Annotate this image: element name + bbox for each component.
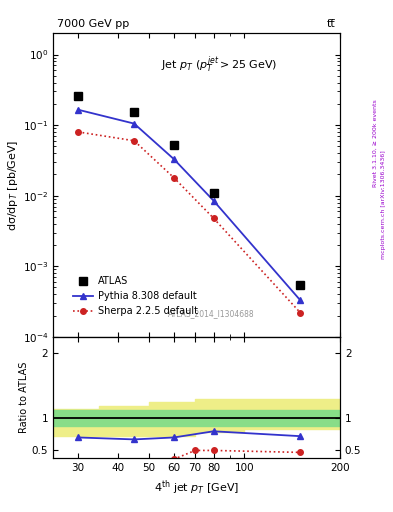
Pythia 8.308 default — [298, 297, 303, 303]
ATLAS — [171, 142, 176, 148]
Sherpa 2.2.5 default — [171, 175, 176, 181]
Pythia 8.308 default — [76, 106, 81, 113]
ATLAS — [76, 93, 81, 99]
Sherpa 2.2.5 default — [298, 310, 303, 316]
Text: tt̅: tt̅ — [327, 19, 336, 29]
Sherpa 2.2.5 default — [76, 129, 81, 135]
ATLAS — [298, 282, 303, 288]
Text: mcplots.cern.ch [arXiv:1306.3436]: mcplots.cern.ch [arXiv:1306.3436] — [381, 151, 386, 259]
Pythia 8.308 default — [211, 198, 216, 204]
Legend: ATLAS, Pythia 8.308 default, Sherpa 2.2.5 default: ATLAS, Pythia 8.308 default, Sherpa 2.2.… — [70, 272, 202, 320]
Sherpa 2.2.5 default — [211, 215, 216, 221]
Pythia 8.308 default — [171, 156, 176, 162]
Text: 7000 GeV pp: 7000 GeV pp — [57, 19, 130, 29]
X-axis label: 4$^{\rm th}$ jet $p_T$ [GeV]: 4$^{\rm th}$ jet $p_T$ [GeV] — [154, 479, 239, 497]
Text: ATLAS_2014_I1304688: ATLAS_2014_I1304688 — [167, 310, 254, 318]
ATLAS — [132, 109, 136, 115]
ATLAS — [211, 189, 216, 196]
Text: Jet $p_T$ ($p_T^{jet}>25$ GeV): Jet $p_T$ ($p_T^{jet}>25$ GeV) — [161, 54, 277, 75]
Y-axis label: Ratio to ATLAS: Ratio to ATLAS — [19, 362, 29, 433]
Sherpa 2.2.5 default — [132, 138, 136, 144]
Line: ATLAS: ATLAS — [74, 92, 304, 288]
Text: Rivet 3.1.10, ≥ 200k events: Rivet 3.1.10, ≥ 200k events — [373, 99, 378, 187]
Y-axis label: dσ/dp$_T$ [pb/GeV]: dσ/dp$_T$ [pb/GeV] — [6, 139, 20, 231]
Line: Sherpa 2.2.5 default: Sherpa 2.2.5 default — [75, 129, 303, 315]
Line: Pythia 8.308 default: Pythia 8.308 default — [75, 106, 303, 303]
Pythia 8.308 default — [132, 120, 136, 126]
